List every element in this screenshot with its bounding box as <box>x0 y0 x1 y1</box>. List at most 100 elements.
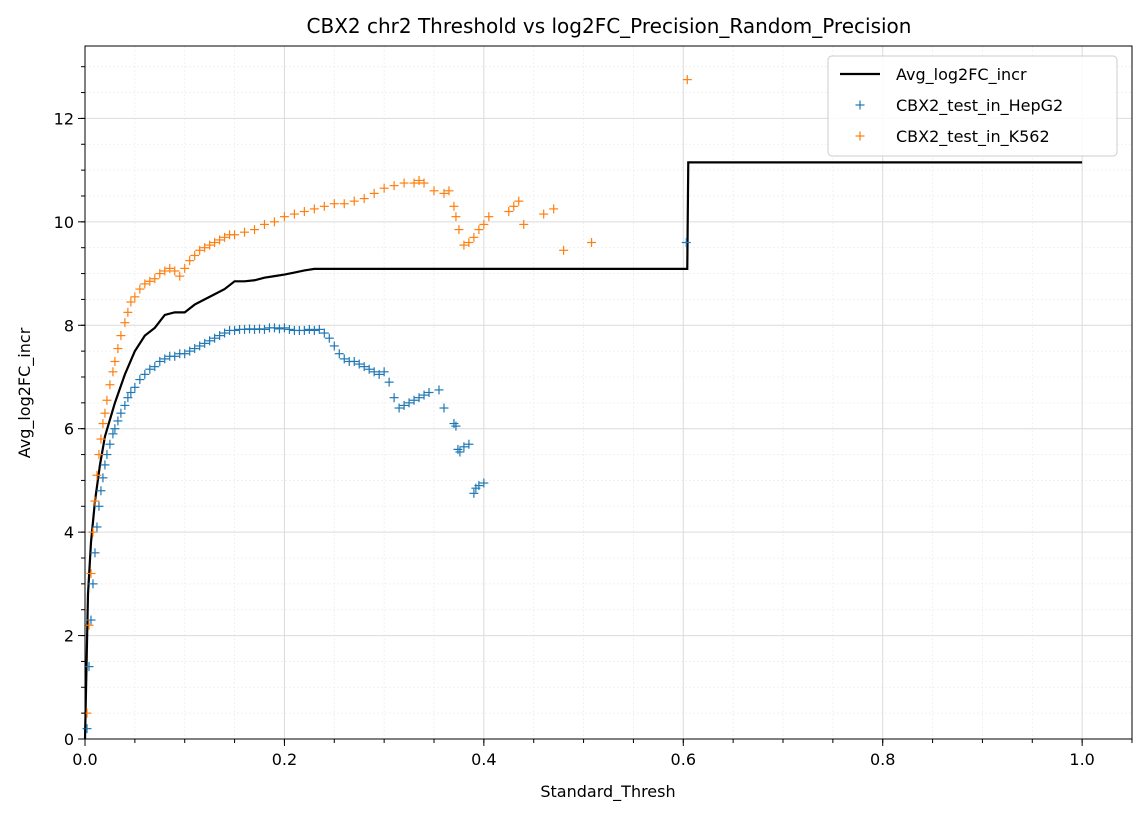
data-point-plus-marker <box>98 473 108 483</box>
data-point-plus-marker <box>175 271 185 281</box>
data-point-plus-marker <box>100 460 110 470</box>
data-point-plus-marker <box>155 269 165 279</box>
y-tick-label: 12 <box>54 109 74 128</box>
series-cbx2-test-in-k562 <box>82 75 692 718</box>
data-point-plus-marker <box>100 408 110 418</box>
data-point-plus-marker <box>165 263 175 273</box>
data-point-plus-marker <box>359 194 369 204</box>
data-point-plus-marker <box>120 318 130 328</box>
data-point-plus-marker <box>105 380 115 390</box>
data-point-plus-marker <box>116 408 126 418</box>
data-point-plus-marker <box>170 351 180 361</box>
data-point-plus-marker <box>439 403 449 413</box>
data-point-plus-marker <box>429 186 439 196</box>
data-point-plus-marker <box>414 393 424 403</box>
y-tick-label: 4 <box>64 523 74 542</box>
data-point-plus-marker <box>140 279 150 289</box>
legend-label: CBX2_test_in_K562 <box>896 127 1050 147</box>
data-point-plus-marker <box>205 336 215 346</box>
data-point-plus-marker <box>84 662 94 672</box>
data-point-plus-marker <box>399 400 409 410</box>
legend-label: CBX2_test_in_HepG2 <box>896 96 1063 116</box>
data-point-plus-marker <box>215 331 225 341</box>
data-point-plus-marker <box>200 338 210 348</box>
data-point-plus-marker <box>84 620 94 630</box>
y-tick-label: 10 <box>54 213 74 232</box>
data-point-plus-marker <box>145 276 155 286</box>
data-point-plus-marker <box>94 450 104 460</box>
data-point-plus-marker <box>259 219 269 229</box>
data-point-plus-marker <box>135 375 145 385</box>
data-point-plus-marker <box>96 486 106 496</box>
axes-frame <box>84 45 1133 740</box>
data-point-plus-marker <box>130 292 140 302</box>
data-point-plus-marker <box>399 178 409 188</box>
data-point-plus-marker <box>449 201 459 211</box>
data-point-plus-marker <box>269 323 279 333</box>
data-point-plus-marker <box>414 175 424 185</box>
data-point-plus-marker <box>185 346 195 356</box>
data-point-plus-marker <box>279 323 289 333</box>
data-point-plus-marker <box>88 527 98 537</box>
data-point-plus-marker <box>451 212 461 222</box>
data-point-plus-marker <box>451 421 461 431</box>
data-point-plus-marker <box>102 450 112 460</box>
y-tick-label: 0 <box>64 730 74 749</box>
x-axis-ticks: 0.0 0.2 0.4 0.6 0.8 1.0 <box>72 739 1133 769</box>
data-point-plus-marker <box>514 196 524 206</box>
data-point-plus-marker <box>455 447 465 457</box>
data-point-plus-marker <box>469 488 479 498</box>
data-point-plus-marker <box>459 442 469 452</box>
legend: Avg_log2FC_incr CBX2_test_in_HepG2 CBX2_te… <box>827 55 1118 157</box>
data-point-plus-marker <box>126 297 136 307</box>
data-point-plus-marker <box>379 367 389 377</box>
data-point-plus-marker <box>126 388 136 397</box>
data-point-plus-marker <box>424 388 434 397</box>
data-point-plus-marker <box>464 238 474 248</box>
data-point-plus-marker <box>230 325 240 335</box>
data-point-plus-marker <box>309 325 319 335</box>
data-point-plus-marker <box>469 232 479 242</box>
data-point-plus-marker <box>269 217 279 227</box>
x-tick-label: 0.4 <box>471 750 496 769</box>
data-point-plus-marker <box>329 341 339 351</box>
data-point-plus-marker <box>587 238 597 248</box>
data-point-plus-marker <box>404 398 414 408</box>
data-point-plus-marker <box>220 232 230 242</box>
data-point-plus-marker <box>304 324 314 334</box>
data-point-plus-marker <box>150 362 160 372</box>
data-point-plus-marker <box>145 364 155 374</box>
data-point-plus-marker <box>479 478 489 488</box>
data-point-plus-marker <box>102 395 112 405</box>
data-point-plus-marker <box>369 188 379 198</box>
data-point-plus-marker <box>180 263 190 273</box>
data-point-plus-marker <box>339 354 349 364</box>
data-point-plus-marker <box>409 395 419 405</box>
data-point-plus-marker <box>509 201 519 211</box>
data-point-plus-marker <box>855 131 865 141</box>
data-point-plus-marker <box>130 382 140 392</box>
data-point-plus-marker <box>160 354 170 364</box>
data-point-plus-marker <box>160 266 170 276</box>
legend-label: Avg_log2FC_incr <box>896 65 1027 85</box>
y-tick-label: 8 <box>64 316 74 335</box>
data-point-plus-marker <box>439 188 449 198</box>
data-point-plus-marker <box>394 403 404 413</box>
x-tick-label: 0.2 <box>272 750 297 769</box>
data-point-plus-marker <box>374 369 384 379</box>
data-point-plus-marker <box>110 356 120 366</box>
data-point-plus-marker <box>92 522 102 532</box>
data-point-plus-marker <box>86 569 96 579</box>
x-tick-label: 0.6 <box>671 750 696 769</box>
data-point-plus-marker <box>419 390 429 400</box>
x-tick-label: 0.0 <box>72 750 97 769</box>
data-point-plus-marker <box>855 100 865 110</box>
data-point-plus-marker <box>484 212 494 222</box>
data-point-plus-marker <box>369 367 379 377</box>
data-point-plus-marker <box>86 615 96 625</box>
data-point-plus-marker <box>279 212 289 222</box>
data-point-plus-marker <box>314 324 324 334</box>
data-point-plus-marker <box>409 178 419 188</box>
data-point-plus-marker <box>108 367 118 377</box>
